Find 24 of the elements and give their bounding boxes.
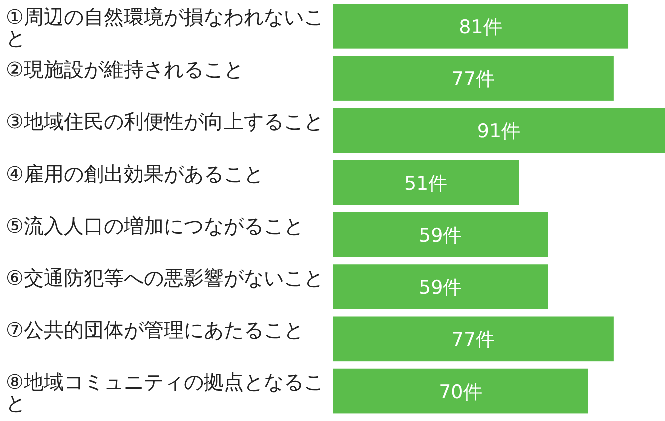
data-label: 77件 [452,68,496,91]
bar: 77件 [333,56,614,101]
bar: 91件 [333,108,665,154]
bar: 81件 [333,4,629,49]
data-label: 81件 [459,16,502,38]
data-label: 51件 [404,172,448,195]
y-tick-label: ⑦公共的団体が管理にあたること [6,318,304,342]
bar: 70件 [333,368,588,414]
y-tick-label: ⑧地域コミュニティの拠点となること [6,370,324,415]
bar: 77件 [333,316,614,362]
data-label: 91件 [477,120,521,143]
y-tick-label: ④雇用の創出効果があること [6,162,264,186]
data-label: 77件 [452,329,496,352]
y-tick-label: ②現施設が維持されること [6,58,244,82]
bar: 59件 [333,264,548,310]
bar: 59件 [333,212,548,258]
data-label: 70件 [439,381,482,404]
data-label: 59件 [419,224,462,247]
y-tick-label: ⑥交通防犯等への悪影響がないこと [6,266,324,290]
y-tick-label: ①周辺の自然環境が損なわれないこと [6,5,324,50]
bar: 51件 [333,160,520,206]
y-tick-label: ⑤流入人口の増加につながること [6,214,304,238]
y-tick-label: ③地域住民の利便性が向上すること [6,110,324,134]
data-label: 59件 [419,277,462,300]
